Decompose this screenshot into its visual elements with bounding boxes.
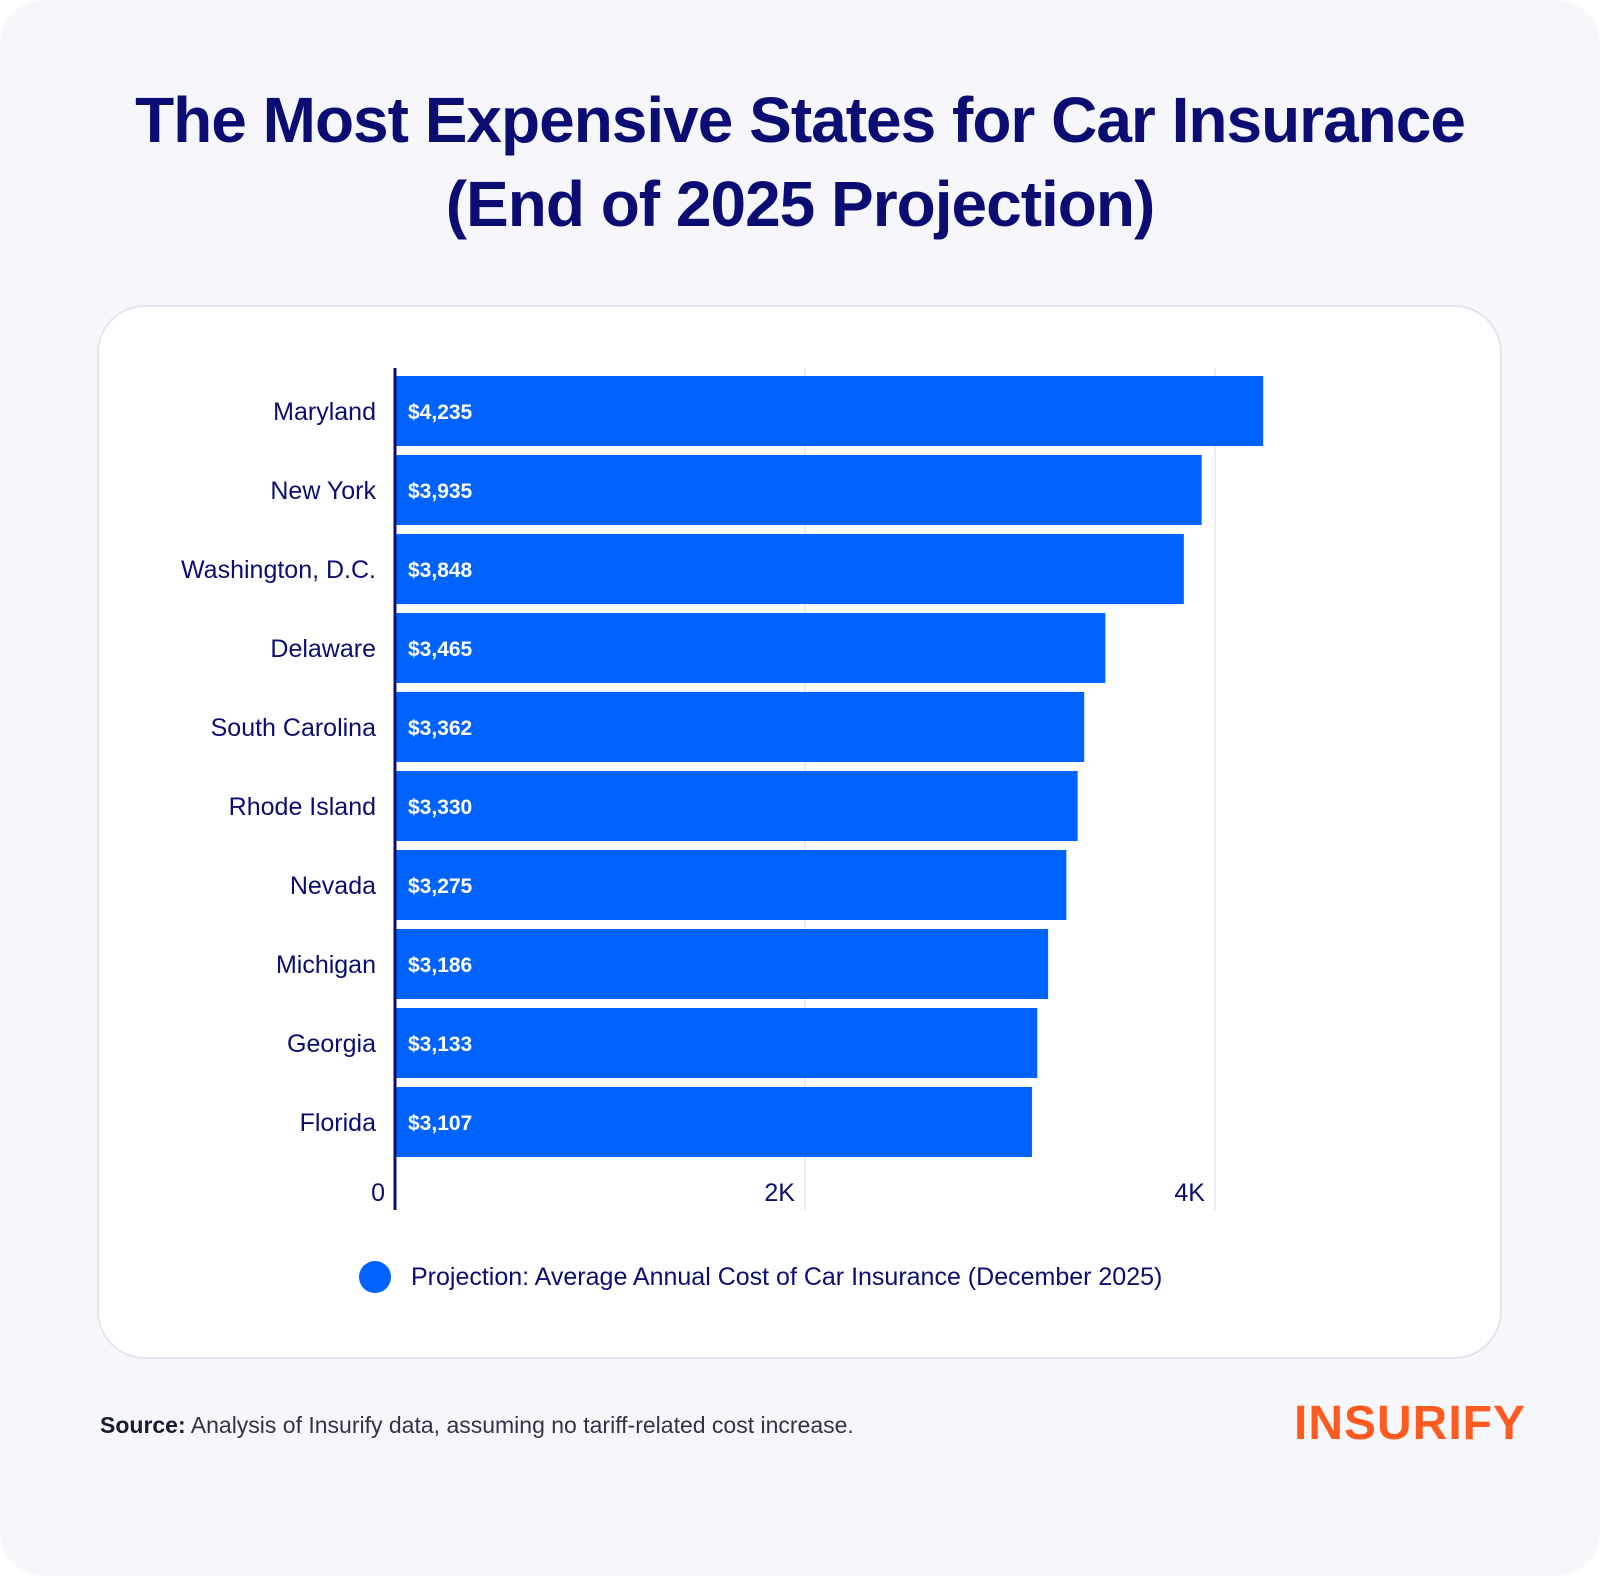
bar <box>395 771 1078 841</box>
category-label: Georgia <box>287 1030 376 1058</box>
title-line-1: The Most Expensive States for Car Insura… <box>135 84 1466 156</box>
bar-value-label: $3,133 <box>408 1033 472 1056</box>
category-label: South Carolina <box>211 714 376 742</box>
bar-value-label: $3,330 <box>408 796 472 819</box>
source-note: Source: Analysis of Insurify data, assum… <box>100 1412 854 1439</box>
bar <box>395 455 1202 525</box>
bar <box>395 692 1085 762</box>
bar <box>395 534 1184 604</box>
bar-value-label: $3,848 <box>408 559 473 582</box>
bar-value-label: $3,935 <box>408 480 473 503</box>
x-tick-label: 2K <box>764 1179 795 1207</box>
category-label: Rhode Island <box>229 793 376 821</box>
bar <box>395 1008 1038 1078</box>
category-label: Washington, D.C. <box>181 556 376 584</box>
x-tick-label: 0 <box>371 1179 385 1207</box>
category-label: Delaware <box>270 635 376 663</box>
bar-value-label: $3,362 <box>408 717 472 740</box>
legend: Projection: Average Annual Cost of Car I… <box>359 1261 1162 1293</box>
category-label: Maryland <box>273 398 376 426</box>
category-label: New York <box>270 477 376 505</box>
legend-swatch <box>359 1261 391 1293</box>
source-label: Source: <box>100 1412 186 1438</box>
category-label: Michigan <box>276 951 376 979</box>
x-tick-label: 4K <box>1174 1179 1205 1207</box>
bar <box>395 613 1106 683</box>
bar-value-label: $3,275 <box>408 875 473 898</box>
bar <box>395 376 1264 446</box>
bar-value-label: $3,186 <box>408 954 472 977</box>
bar-value-label: $3,107 <box>408 1112 472 1135</box>
chart-title: The Most Expensive States for Car Insura… <box>0 78 1600 246</box>
category-label: Florida <box>300 1109 377 1137</box>
category-label: Nevada <box>290 872 376 900</box>
bar <box>395 929 1049 999</box>
bar <box>395 1087 1032 1157</box>
insurify-logo: INSURIFY <box>1294 1397 1527 1450</box>
bar-value-label: $3,465 <box>408 638 473 661</box>
bar <box>395 850 1067 920</box>
bar-value-label: $4,235 <box>408 401 473 424</box>
legend-label: Projection: Average Annual Cost of Car I… <box>411 1262 1163 1291</box>
title-line-2: (End of 2025 Projection) <box>445 168 1156 240</box>
source-text: Analysis of Insurify data, assuming no t… <box>190 1412 854 1438</box>
